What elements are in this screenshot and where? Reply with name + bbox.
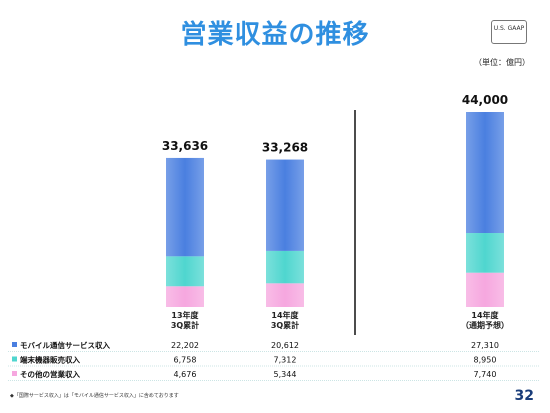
table-cell-value: 4,676 xyxy=(174,370,197,379)
legend-label: モバイル通信サービス収入 xyxy=(20,340,110,350)
footnote: ◆「国際サービス収入」は「モバイル通信サービス収入」に含めております xyxy=(10,393,179,399)
total-label: 44,000 xyxy=(462,93,508,107)
legend-label: 端末機器販売収入 xyxy=(20,355,80,365)
category-label: 13年度 xyxy=(171,310,199,320)
bar-segment xyxy=(166,157,204,257)
page-title: 営業収益の推移 xyxy=(180,20,370,50)
category-label: 14年度 xyxy=(471,310,499,320)
category-label: 14年度 xyxy=(271,310,299,320)
bar-segment xyxy=(466,112,504,234)
legend-swatch xyxy=(12,371,17,376)
bar-segment xyxy=(466,233,504,273)
page-number: 32 xyxy=(514,388,534,404)
gaap-badge: U.S. GAAP xyxy=(491,20,527,44)
bar-segment xyxy=(266,159,304,251)
unit-label: （単位：億円） xyxy=(474,58,530,67)
table-cell-value: 27,310 xyxy=(471,341,499,350)
table-cell-value: 5,344 xyxy=(274,370,297,379)
table-cell-value: 8,950 xyxy=(474,356,497,365)
legend-label: その他の営業収入 xyxy=(20,369,80,379)
bar-segment xyxy=(266,250,304,284)
total-label: 33,268 xyxy=(262,141,308,155)
table-cell-value: 7,740 xyxy=(474,370,497,379)
table-cell-value: 7,312 xyxy=(274,356,297,365)
category-label: 3Q累計 xyxy=(271,320,299,330)
legend-swatch xyxy=(12,356,17,362)
bar-segment xyxy=(166,256,204,287)
bar-segment xyxy=(466,272,504,307)
bar-segment xyxy=(166,286,204,307)
bar-segment xyxy=(266,283,304,307)
table-cell-value: 22,202 xyxy=(171,341,199,350)
category-label: 3Q累計 xyxy=(171,320,199,330)
category-label: （通期予想） xyxy=(461,320,509,330)
legend-swatch xyxy=(12,342,17,347)
table-cell-value: 20,612 xyxy=(271,341,299,350)
total-label: 33,636 xyxy=(162,139,208,153)
table-cell-value: 6,758 xyxy=(174,356,197,365)
